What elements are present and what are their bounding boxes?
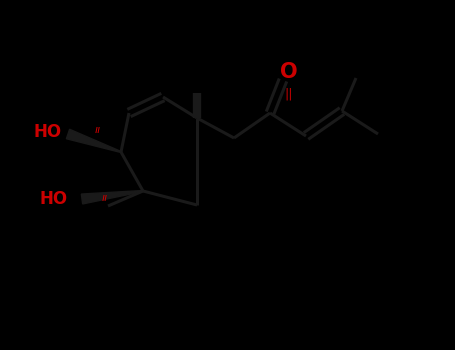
Text: HO: HO	[34, 123, 62, 141]
Text: ıı: ıı	[102, 193, 108, 203]
Text: HO: HO	[40, 190, 68, 208]
Text: O: O	[280, 62, 298, 82]
Polygon shape	[66, 129, 121, 153]
Polygon shape	[81, 190, 143, 204]
Text: ıı: ıı	[95, 125, 101, 135]
Text: ||: ||	[285, 88, 293, 101]
